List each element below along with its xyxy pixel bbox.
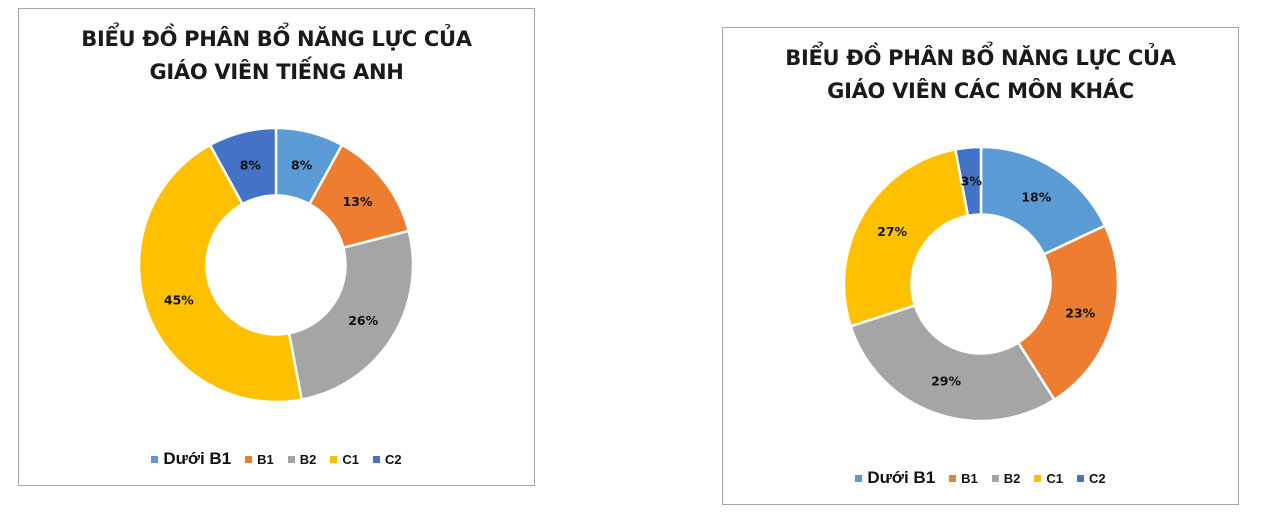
slice-data-label: 45% [164,292,194,307]
slice-data-label: 26% [348,313,378,328]
legend-label: B1 [961,470,978,486]
legend-label: C2 [1089,470,1106,486]
legend-label: C1 [1046,470,1064,486]
legend-label: Dưới B1 [867,468,936,487]
legend-swatch-icon [287,455,295,463]
donut-slice-c2 [208,126,278,206]
donut-slice-c2 [953,145,983,218]
legend-label: B2 [299,451,317,467]
legend-item: B2 [287,451,317,467]
slice-data-label: 13% [343,194,373,209]
donut-slice-b1 [1016,224,1120,402]
legend-label: B1 [257,451,274,467]
legend-item: Dưới B1 [151,449,231,469]
legend-label: C2 [385,451,402,467]
chart-title-line-1: BIỂU ĐỒ PHÂN BỔ NĂNG LỰC CỦA [785,46,1176,70]
slice-data-label: 18% [1021,189,1051,204]
legend-swatch-icon [949,474,957,482]
slice-data-label: 27% [877,224,907,239]
legend-swatch-icon [151,455,159,463]
chart-title-line-2: GIÁO VIÊN TIẾNG ANH [149,60,404,84]
legend-swatch-icon [1077,474,1085,482]
legend-swatch-icon [245,455,253,463]
legend-item: C2 [373,452,402,467]
legend-swatch-icon [855,474,863,482]
legend-item: C2 [1077,471,1106,486]
legend-item: B1 [245,452,274,467]
chart-legend: Dưới B1 B1 B2 C1 C2 [723,468,1238,488]
donut-slice-b2 [849,303,1057,423]
chart-other-subject-teachers: BIỂU ĐỒ PHÂN BỔ NĂNG LỰC CỦA GIÁO VIÊN C… [722,27,1239,505]
chart-legend: Dưới B1 B1 B2 C1 C2 [19,449,534,469]
legend-swatch-icon [991,474,999,482]
chart-title-line-1: BIỂU ĐỒ PHÂN BỔ NĂNG LỰC CỦA [81,27,472,51]
slice-data-label: 8% [291,157,313,172]
donut-slice-c1 [842,147,970,328]
donut-slice-b2 [287,229,415,402]
legend-swatch-icon [330,455,338,463]
slice-data-label: 3% [961,174,983,189]
slice-data-label: 29% [931,374,961,389]
donut-chart: 18% 23% 29% 27% 3% [842,145,1120,423]
legend-item: B2 [991,470,1021,486]
slice-data-label: 8% [240,157,262,172]
legend-item: C1 [330,452,359,467]
donut-chart: 8% 13% 26% 45% 8% [137,126,415,404]
legend-label: C1 [342,451,360,467]
legend-item: B1 [949,471,978,486]
chart-title-line-2: GIÁO VIÊN CÁC MÔN KHÁC [827,79,1134,103]
legend-item: Dưới B1 [855,468,935,488]
chart-english-teachers: BIỂU ĐỒ PHÂN BỔ NĂNG LỰC CỦA GIÁO VIÊN T… [18,8,535,486]
chart-title: BIỂU ĐỒ PHÂN BỔ NĂNG LỰC CỦA GIÁO VIÊN T… [19,23,534,89]
legend-label: B2 [1003,470,1021,486]
legend-swatch-icon [1034,474,1042,482]
slice-data-label: 23% [1065,305,1095,320]
legend-label: Dưới B1 [163,449,232,468]
chart-title: BIỂU ĐỒ PHÂN BỔ NĂNG LỰC CỦA GIÁO VIÊN C… [723,42,1238,108]
legend-swatch-icon [373,455,381,463]
donut-slice-c1 [137,143,304,404]
legend-item: C1 [1034,471,1063,486]
